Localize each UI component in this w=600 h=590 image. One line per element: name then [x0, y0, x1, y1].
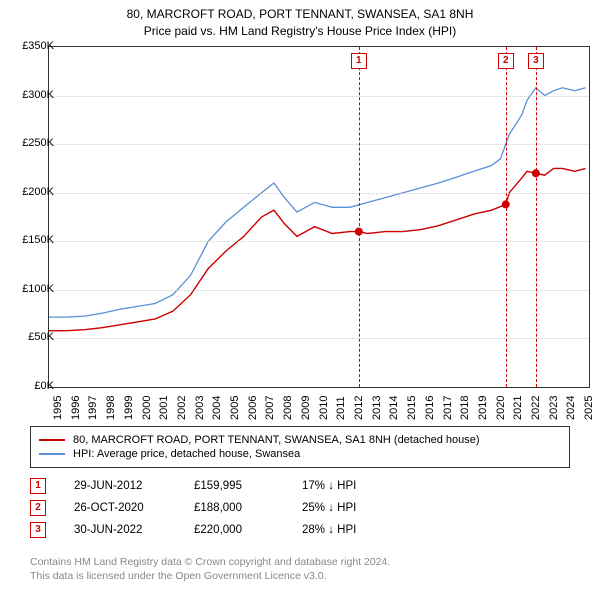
- x-axis-label: 1995: [52, 396, 64, 420]
- x-axis-label: 2011: [335, 396, 347, 420]
- event-number-box: 2: [30, 500, 46, 516]
- x-axis-label: 2007: [264, 396, 276, 420]
- title-line-1: 80, MARCROFT ROAD, PORT TENNANT, SWANSEA…: [0, 6, 600, 23]
- gridline: [49, 144, 589, 145]
- y-axis-label: £300K: [10, 89, 54, 101]
- x-axis-label: 2022: [530, 396, 542, 420]
- x-axis-label: 2004: [211, 396, 223, 420]
- y-axis-label: £100K: [10, 283, 54, 295]
- x-axis-label: 1997: [87, 396, 99, 420]
- event-vline-label: 2: [498, 53, 514, 69]
- legend-box: 80, MARCROFT ROAD, PORT TENNANT, SWANSEA…: [30, 426, 570, 468]
- x-axis-label: 2016: [424, 396, 436, 420]
- legend-row-hpi: HPI: Average price, detached house, Swan…: [39, 448, 561, 460]
- legend-row-price-paid: 80, MARCROFT ROAD, PORT TENNANT, SWANSEA…: [39, 434, 561, 446]
- y-axis-label: £50K: [10, 331, 54, 343]
- event-date: 30-JUN-2022: [74, 524, 166, 536]
- x-axis-label: 2006: [247, 396, 259, 420]
- chart-plot-area: 1 23: [48, 46, 590, 388]
- chart-title: 80, MARCROFT ROAD, PORT TENNANT, SWANSEA…: [0, 0, 600, 40]
- x-axis-label: 2000: [141, 396, 153, 420]
- x-axis-label: 1996: [70, 396, 82, 420]
- event-row: 3 30-JUN-2022 £220,000 28% ↓ HPI: [30, 522, 392, 538]
- event-vline-label: 3: [528, 53, 544, 69]
- x-axis-label: 2013: [371, 396, 383, 420]
- event-delta: 17% ↓ HPI: [302, 480, 392, 492]
- event-price: £188,000: [194, 502, 274, 514]
- event-date: 26-OCT-2020: [74, 502, 166, 514]
- x-axis-label: 2010: [318, 396, 330, 420]
- x-axis-label: 2018: [459, 396, 471, 420]
- legend-label-price-paid: 80, MARCROFT ROAD, PORT TENNANT, SWANSEA…: [73, 434, 480, 446]
- legend-swatch-price-paid: [39, 439, 65, 441]
- x-axis-label: 2001: [158, 396, 170, 420]
- event-number-box: 1: [30, 478, 46, 494]
- x-axis-label: 2014: [388, 396, 400, 420]
- footer-attribution: Contains HM Land Registry data © Crown c…: [30, 556, 390, 583]
- event-delta: 25% ↓ HPI: [302, 502, 392, 514]
- x-axis-label: 2012: [353, 396, 365, 420]
- events-table: 1 29-JUN-2012 £159,995 17% ↓ HPI 2 26-OCT-202…: [30, 472, 392, 544]
- x-axis-label: 1998: [105, 396, 117, 420]
- event-price: £220,000: [194, 524, 274, 536]
- x-axis-label: 2021: [512, 396, 524, 420]
- y-axis-label: £250K: [10, 137, 54, 149]
- event-vline: [359, 47, 360, 387]
- event-row: 1 29-JUN-2012 £159,995 17% ↓ HPI: [30, 478, 392, 494]
- x-axis-label: 2017: [442, 396, 454, 420]
- event-delta: 28% ↓ HPI: [302, 524, 392, 536]
- gridline: [49, 241, 589, 242]
- y-axis-label: £150K: [10, 234, 54, 246]
- gridline: [49, 96, 589, 97]
- x-axis-label: 2002: [176, 396, 188, 420]
- y-axis-label: £200K: [10, 186, 54, 198]
- x-axis-label: 2015: [406, 396, 418, 420]
- x-axis-label: 2024: [565, 396, 577, 420]
- title-line-2: Price paid vs. HM Land Registry's House …: [0, 23, 600, 40]
- x-axis-label: 2005: [229, 396, 241, 420]
- x-axis-label: 2023: [548, 396, 560, 420]
- x-axis-label: 2025: [583, 396, 595, 420]
- event-vline-label: 1: [351, 53, 367, 69]
- footer-line-2: This data is licensed under the Open Gov…: [30, 570, 390, 584]
- x-axis-label: 2020: [495, 396, 507, 420]
- event-date: 29-JUN-2012: [74, 480, 166, 492]
- chart-svg: [49, 47, 589, 387]
- event-price: £159,995: [194, 480, 274, 492]
- legend-label-hpi: HPI: Average price, detached house, Swan…: [73, 448, 300, 460]
- x-axis-label: 2008: [282, 396, 294, 420]
- x-axis-label: 2009: [300, 396, 312, 420]
- legend-swatch-hpi: [39, 453, 65, 455]
- footer-line-1: Contains HM Land Registry data © Crown c…: [30, 556, 390, 570]
- y-axis-label: £0K: [10, 380, 54, 392]
- gridline: [49, 338, 589, 339]
- event-vline: [536, 47, 537, 387]
- gridline: [49, 193, 589, 194]
- gridline: [49, 290, 589, 291]
- y-axis-label: £350K: [10, 40, 54, 52]
- event-row: 2 26-OCT-2020 £188,000 25% ↓ HPI: [30, 500, 392, 516]
- event-number-box: 3: [30, 522, 46, 538]
- x-axis-label: 2019: [477, 396, 489, 420]
- x-axis-label: 1999: [123, 396, 135, 420]
- event-vline: [506, 47, 507, 387]
- x-axis-label: 2003: [194, 396, 206, 420]
